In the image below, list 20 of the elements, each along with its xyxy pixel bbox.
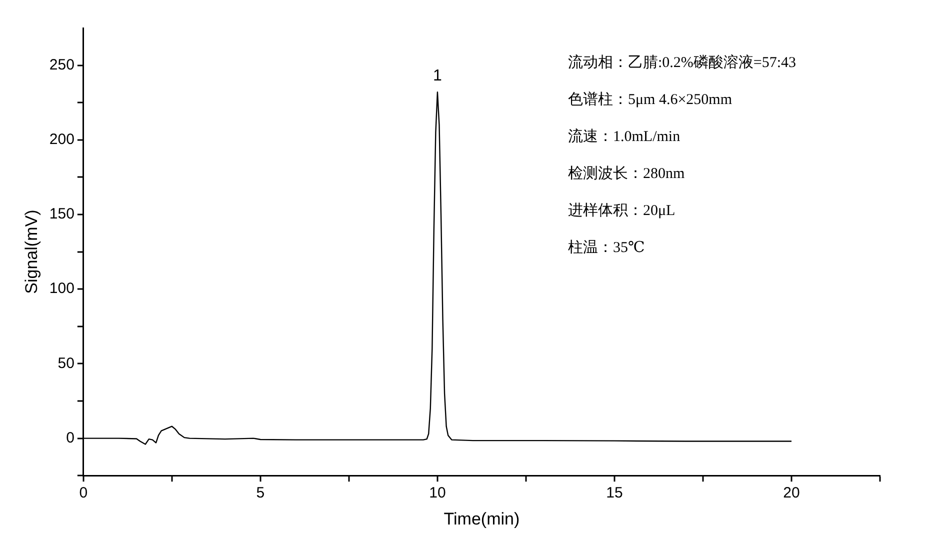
x-tick-label: 5 bbox=[256, 484, 265, 502]
x-tick-label: 10 bbox=[429, 484, 446, 502]
annotation: 1 bbox=[433, 68, 442, 85]
annotation: 色谱柱：5μm 4.6×250mm bbox=[568, 90, 732, 108]
x-axis-title: Time(min) bbox=[444, 509, 520, 528]
x-tick-label: 0 bbox=[79, 484, 88, 502]
annotation: 柱温：35℃ bbox=[568, 238, 645, 256]
y-tick-label: 200 bbox=[49, 131, 74, 148]
annotation: 检测波长：280nm bbox=[568, 164, 685, 182]
y-tick-label: 250 bbox=[49, 56, 74, 74]
annotation: 流动相：乙腈:0.2%磷酸溶液=57:43 bbox=[568, 54, 796, 71]
y-tick-label: 150 bbox=[49, 206, 74, 223]
annotation: 进样体积：20μL bbox=[568, 202, 676, 219]
y-axis-title: Signal(mV) bbox=[22, 210, 41, 294]
y-tick-label: 100 bbox=[49, 280, 74, 298]
x-tick-label: 20 bbox=[783, 484, 800, 502]
y-tick-label: 0 bbox=[66, 429, 74, 446]
annotation: 流速：1.0mL/min bbox=[568, 128, 681, 145]
y-tick-label: 50 bbox=[58, 354, 74, 372]
x-tick-label: 15 bbox=[606, 484, 623, 502]
